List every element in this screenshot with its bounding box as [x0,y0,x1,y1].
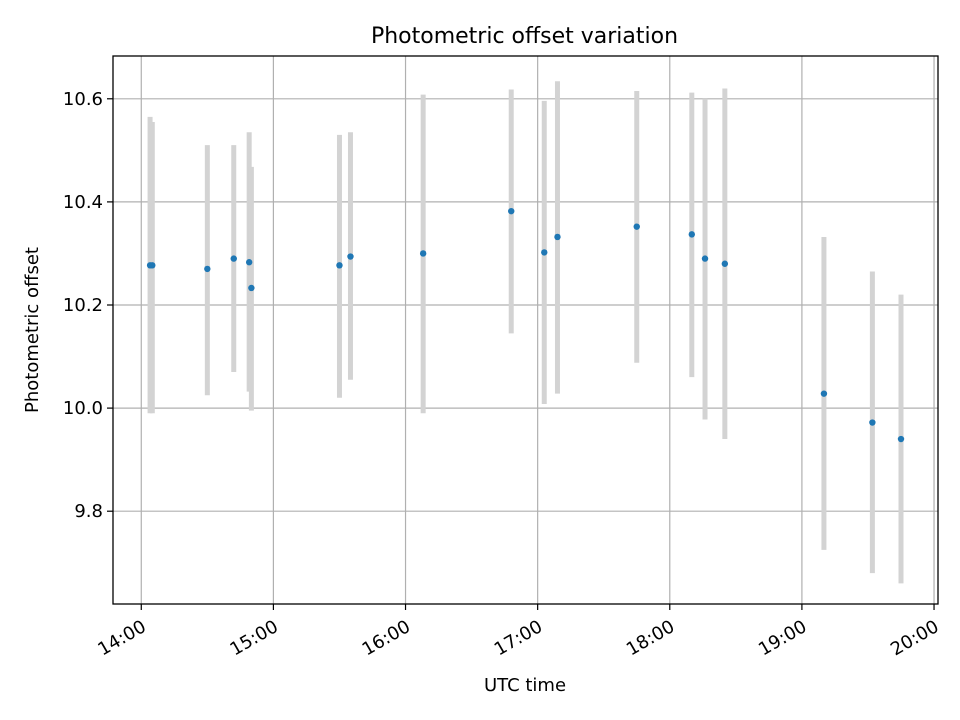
x-axis-label: UTC time [484,675,566,696]
x-tick-label: 14:00 [94,616,149,660]
data-point [419,250,427,257]
x-tick-label: 20:00 [887,616,942,660]
data-point [554,233,561,241]
plot-frame [112,55,939,605]
y-tick-label: 10.2 [63,295,103,316]
data-point [820,390,828,397]
data-point [897,435,905,443]
data-point [248,284,255,292]
data-point [633,223,640,230]
y-tick-label: 10.0 [63,398,103,419]
y-tick-label: 10.6 [63,89,103,110]
data-point [204,265,211,273]
chart-title: Photometric offset variation [371,24,678,49]
data-point [336,262,343,269]
x-tick-label: 19:00 [755,616,810,660]
x-tick-label: 16:00 [359,616,414,660]
data-point [508,207,515,215]
y-axis-ticks: 9.8 10.0 10.2 10.4 10.6 [63,89,113,522]
data-point [541,249,548,256]
error-bars [147,81,904,584]
data-point [149,262,156,269]
data-point [245,259,253,266]
data-point [701,255,709,262]
x-axis-ticks: 14:00 15:00 16:00 17:00 18:00 19:00 20:00 [94,604,943,660]
x-tick-label: 15:00 [226,616,281,660]
x-tick-label: 18:00 [623,616,678,660]
data-point [688,231,696,238]
y-tick-label: 10.4 [63,192,103,213]
y-tick-label: 9.8 [74,501,103,522]
data-points [146,207,905,443]
y-axis-label: Photometric offset [22,247,43,413]
grid-lines [113,56,938,604]
data-point [230,255,237,262]
data-point [721,260,729,267]
data-point [869,419,876,426]
data-point [347,253,354,260]
x-tick-label: 17:00 [491,616,546,660]
